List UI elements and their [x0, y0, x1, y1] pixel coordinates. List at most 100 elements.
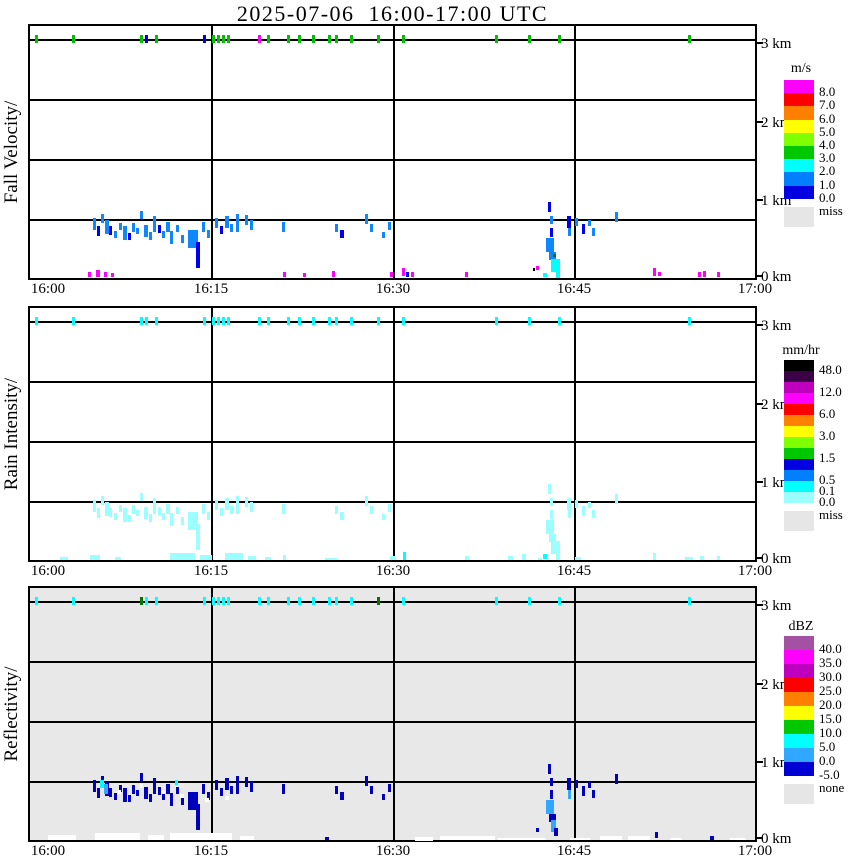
data-point: [528, 317, 531, 325]
data-point: [390, 556, 396, 560]
data-point: [248, 556, 256, 560]
data-point: [207, 792, 210, 800]
data-point: [93, 500, 96, 512]
data-point: [465, 272, 468, 277]
data-point: [100, 780, 104, 788]
data-point: [388, 222, 391, 230]
data-point: [220, 226, 223, 234]
legend-value-label: 7.0: [819, 97, 836, 113]
data-point: [162, 793, 165, 800]
legend-value-label: 3.0: [819, 428, 836, 443]
data-point: [225, 553, 243, 560]
data-point: [245, 497, 248, 507]
data-point: [250, 782, 253, 792]
data-point: [225, 778, 229, 790]
data-point: [170, 793, 173, 806]
data-point: [48, 835, 76, 840]
legend-value-label: 1.5: [819, 450, 836, 465]
data-point: [568, 510, 571, 518]
data-point: [402, 597, 405, 605]
legend-value-label: 20.0: [819, 697, 842, 712]
data-point: [72, 35, 75, 43]
data-point: [543, 554, 547, 559]
data-point: [181, 235, 184, 243]
legend-value-label: 25.0: [819, 683, 842, 698]
data-point: [283, 555, 286, 560]
legend-color-segment: [784, 393, 814, 404]
data-point: [236, 496, 239, 514]
data-point: [522, 554, 526, 560]
time-axis-label: 16:45: [556, 563, 592, 579]
legend-color-segment: [784, 748, 814, 762]
data-point: [615, 774, 618, 784]
data-point: [123, 788, 127, 802]
data-point: [35, 35, 38, 43]
data-point: [128, 515, 131, 522]
data-point: [403, 552, 406, 560]
data-point: [498, 838, 546, 840]
legend-color-segment: [784, 80, 814, 94]
data-point: [588, 782, 591, 788]
plot-panel-reflectivity: [28, 586, 757, 842]
time-axis-label: 16:30: [375, 843, 411, 859]
data-point: [250, 220, 253, 230]
data-point: [546, 520, 554, 534]
data-point: [568, 790, 571, 799]
data-point: [114, 793, 117, 800]
data-point: [230, 786, 233, 794]
time-gridline: [211, 588, 213, 840]
data-point: [730, 838, 746, 840]
data-point: [128, 795, 131, 802]
data-point: [188, 792, 198, 810]
data-point: [325, 558, 337, 560]
data-point: [688, 317, 691, 325]
data-point: [132, 505, 135, 514]
data-point: [136, 790, 139, 796]
data-point: [377, 597, 380, 605]
legend-missing-box: [784, 206, 814, 227]
legend-color-segment: [784, 426, 814, 437]
data-point: [536, 828, 539, 832]
time-gridline: [211, 26, 213, 278]
legend-value-label: 10.0: [819, 725, 842, 740]
data-point: [298, 317, 301, 325]
data-point: [388, 784, 391, 792]
data-point: [298, 35, 301, 43]
legend-color-segment: [784, 664, 814, 678]
data-point: [688, 597, 691, 605]
time-axis-label: 16:15: [193, 843, 229, 859]
legend-color-segment: [784, 720, 814, 734]
data-point: [703, 271, 706, 277]
data-point: [96, 270, 100, 277]
legend-value-label: 0.1: [819, 483, 836, 498]
data-point: [109, 226, 112, 235]
legend-missing-label: miss: [819, 202, 843, 218]
data-point: [382, 514, 385, 520]
data-point: [176, 225, 179, 232]
data-point: [495, 317, 498, 325]
data-point: [551, 259, 560, 272]
height-gridline: [30, 99, 755, 101]
data-point: [136, 510, 139, 516]
data-point: [567, 778, 571, 790]
data-point: [508, 556, 513, 560]
data-point: [207, 230, 210, 238]
data-point: [710, 836, 714, 840]
data-point: [35, 317, 38, 325]
data-point: [655, 832, 658, 838]
data-point: [217, 317, 220, 325]
data-point: [196, 242, 200, 268]
data-point: [700, 556, 704, 560]
data-point: [202, 784, 205, 794]
data-point: [123, 508, 127, 522]
data-point: [653, 553, 656, 560]
time-axis-label: 16:45: [556, 843, 592, 859]
data-point: [145, 317, 148, 325]
height-axis-tick: [757, 557, 763, 559]
data-point: [370, 786, 373, 794]
legend-value-label: 5.0: [819, 739, 836, 754]
legend-color-segment: [784, 448, 814, 459]
height-axis-label: 0 km: [761, 269, 792, 285]
data-point: [220, 788, 223, 796]
data-point: [312, 597, 315, 605]
